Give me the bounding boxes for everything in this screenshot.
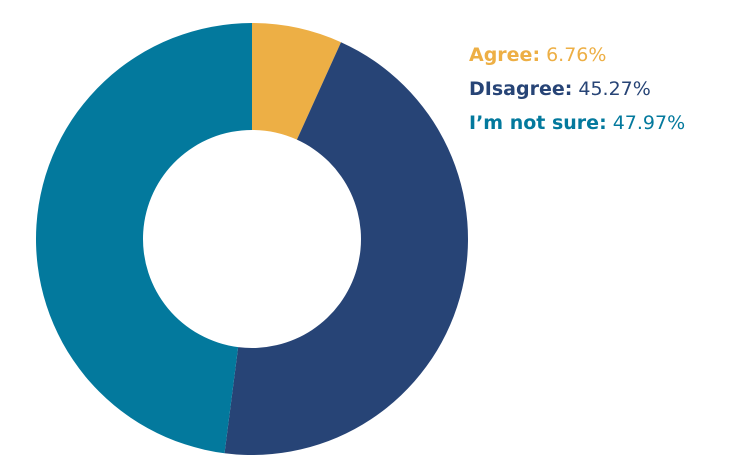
legend-label-disagree: DIsagree:	[469, 78, 573, 100]
legend-value-not-sure: 47.97%	[612, 112, 686, 134]
slice-agree	[252, 23, 342, 140]
legend-value-agree: 6.76%	[546, 44, 607, 66]
legend-item-agree: Agree: 6.76%	[469, 38, 685, 72]
legend: Agree: 6.76% DIsagree: 45.27% I’m not su…	[469, 38, 685, 140]
legend-item-disagree: DIsagree: 45.27%	[469, 72, 685, 106]
legend-item-not-sure: I’m not sure: 47.97%	[469, 106, 685, 140]
slice-not-sure	[35, 23, 253, 454]
legend-label-not-sure: I’m not sure:	[469, 112, 607, 134]
legend-value-disagree: 45.27%	[578, 78, 651, 100]
legend-label-agree: Agree:	[469, 44, 541, 66]
slice-disagree	[224, 42, 468, 455]
